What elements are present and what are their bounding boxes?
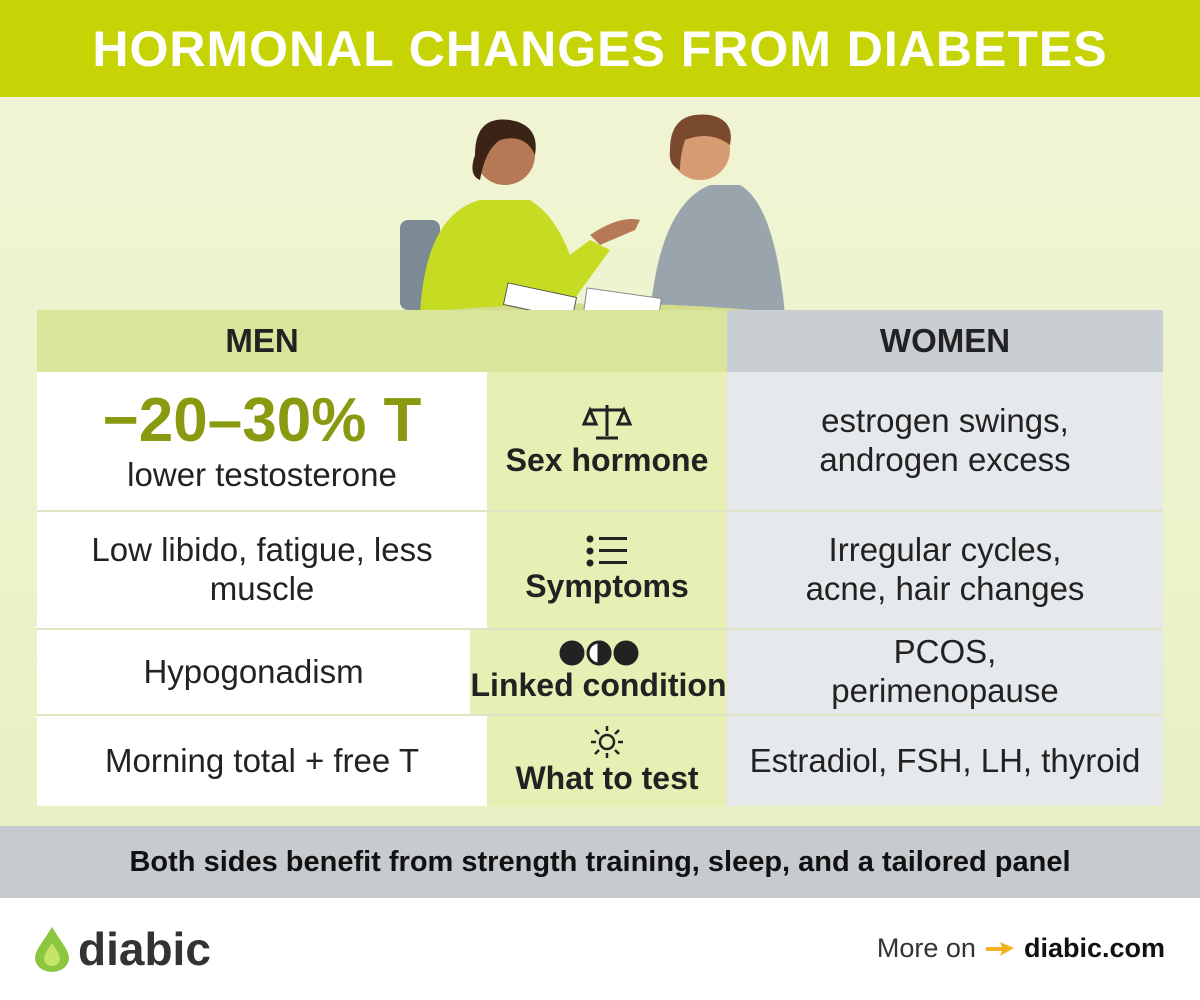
men-cell: Low libido, fatigue, less muscle — [37, 512, 487, 630]
logo-drop — [35, 927, 69, 972]
women-cell: Estradiol, FSH, LH, thyroid — [727, 716, 1163, 806]
illustration — [380, 114, 820, 320]
scale-icon — [582, 405, 632, 440]
topic-cell: Symptoms — [487, 512, 727, 630]
pointer-icon — [985, 941, 1014, 956]
sun-icon — [591, 726, 623, 759]
topic-label: What to test — [515, 760, 699, 797]
header-spacer — [487, 310, 727, 372]
list-icon — [586, 535, 627, 567]
title: HORMONAL CHANGES FROM DIABETES — [0, 0, 1200, 97]
topic-cell: Linked condition — [470, 630, 727, 716]
topic-cell: What to test — [487, 716, 727, 806]
topic-label: Sex hormone — [505, 442, 709, 479]
cta-text: More on — [876, 933, 976, 963]
women-cell: PCOS, perimenopause — [727, 630, 1163, 716]
topic-cell: Sex hormone — [487, 372, 727, 512]
men-cell: −20–30% T lower testosterone — [37, 372, 487, 512]
cta: More on diabic.com — [877, 933, 1165, 964]
link[interactable]: diabic.com — [1023, 933, 1165, 963]
men-cell: Morning total + free T — [37, 716, 487, 806]
women-cell: estrogen swings, androgen excess — [727, 372, 1163, 512]
topic-label: Linked condition — [470, 667, 727, 704]
stat-note: lower testosterone — [127, 455, 397, 493]
women-header: WOMEN — [727, 310, 1163, 372]
men-cell: Hypogonadism — [37, 630, 470, 716]
topic-label: Symptoms — [525, 568, 689, 605]
men-header: MEN — [37, 310, 487, 372]
brand-name: diabic — [78, 923, 211, 975]
women-cell: Irregular cycles, acne, hair changes — [727, 512, 1163, 630]
stat: −20–30% T — [102, 386, 422, 456]
footer-note: Both sides benefit from strength trainin… — [0, 826, 1200, 898]
moon-icon — [559, 640, 638, 666]
